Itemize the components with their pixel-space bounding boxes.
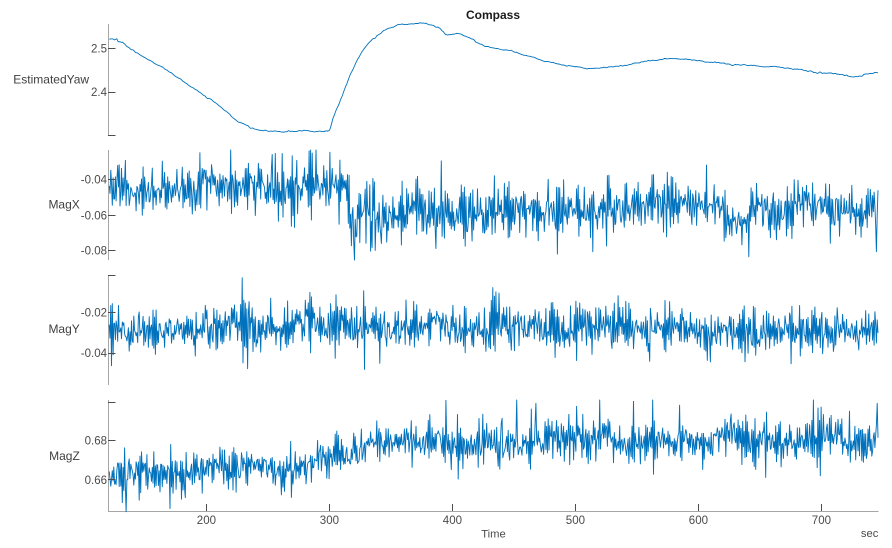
svg-text:-0.08: -0.08	[81, 245, 107, 257]
svg-text:0.66: 0.66	[85, 475, 107, 487]
svg-text:300: 300	[320, 515, 339, 527]
svg-text:Time: Time	[481, 528, 505, 540]
svg-text:MagY: MagY	[48, 322, 79, 336]
svg-text:400: 400	[443, 515, 462, 527]
svg-text:2.5: 2.5	[91, 44, 107, 56]
svg-text:-0.04: -0.04	[81, 175, 108, 187]
svg-text:700: 700	[812, 515, 831, 527]
svg-text:200: 200	[197, 515, 216, 527]
svg-text:MagX: MagX	[48, 198, 79, 212]
svg-text:-0.04: -0.04	[81, 348, 108, 360]
svg-text:-0.02: -0.02	[81, 308, 107, 320]
svg-text:MagZ: MagZ	[49, 449, 80, 463]
svg-text:EstimatedYaw: EstimatedYaw	[13, 72, 89, 86]
svg-text:2.4: 2.4	[91, 87, 108, 99]
svg-text:Compass: Compass	[466, 8, 520, 22]
svg-text:sec: sec	[861, 528, 879, 540]
svg-text:600: 600	[689, 515, 708, 527]
svg-text:-0.06: -0.06	[81, 210, 107, 222]
svg-text:0.68: 0.68	[85, 436, 107, 448]
svg-text:500: 500	[566, 515, 585, 527]
